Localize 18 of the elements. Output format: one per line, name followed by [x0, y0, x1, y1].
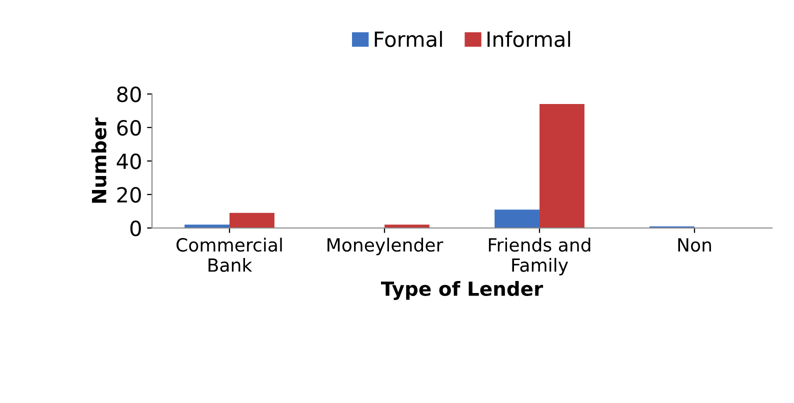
y-tick-label: 60 — [117, 120, 141, 136]
y-axis-title: Number — [91, 118, 106, 203]
y-tick-label: 0 — [130, 220, 141, 236]
bar — [230, 212, 274, 228]
legend-label: Informal — [488, 30, 570, 48]
x-tick-label: Moneylender — [328, 238, 444, 256]
x-tick-label: Friends and Family — [488, 238, 590, 276]
y-tick-label: 40 — [116, 153, 141, 170]
x-tick-label: Commercial Bank — [176, 238, 282, 272]
x-tick-label: Non — [678, 238, 711, 252]
x-axis-title: Type of Lender — [380, 280, 544, 300]
legend-label: Formal — [374, 30, 442, 48]
bar — [494, 210, 540, 228]
bar — [184, 224, 230, 228]
bar — [384, 224, 430, 228]
y-tick-label: 80 — [117, 86, 141, 102]
y-tick-label: 20 — [117, 186, 141, 203]
bar — [540, 104, 584, 228]
